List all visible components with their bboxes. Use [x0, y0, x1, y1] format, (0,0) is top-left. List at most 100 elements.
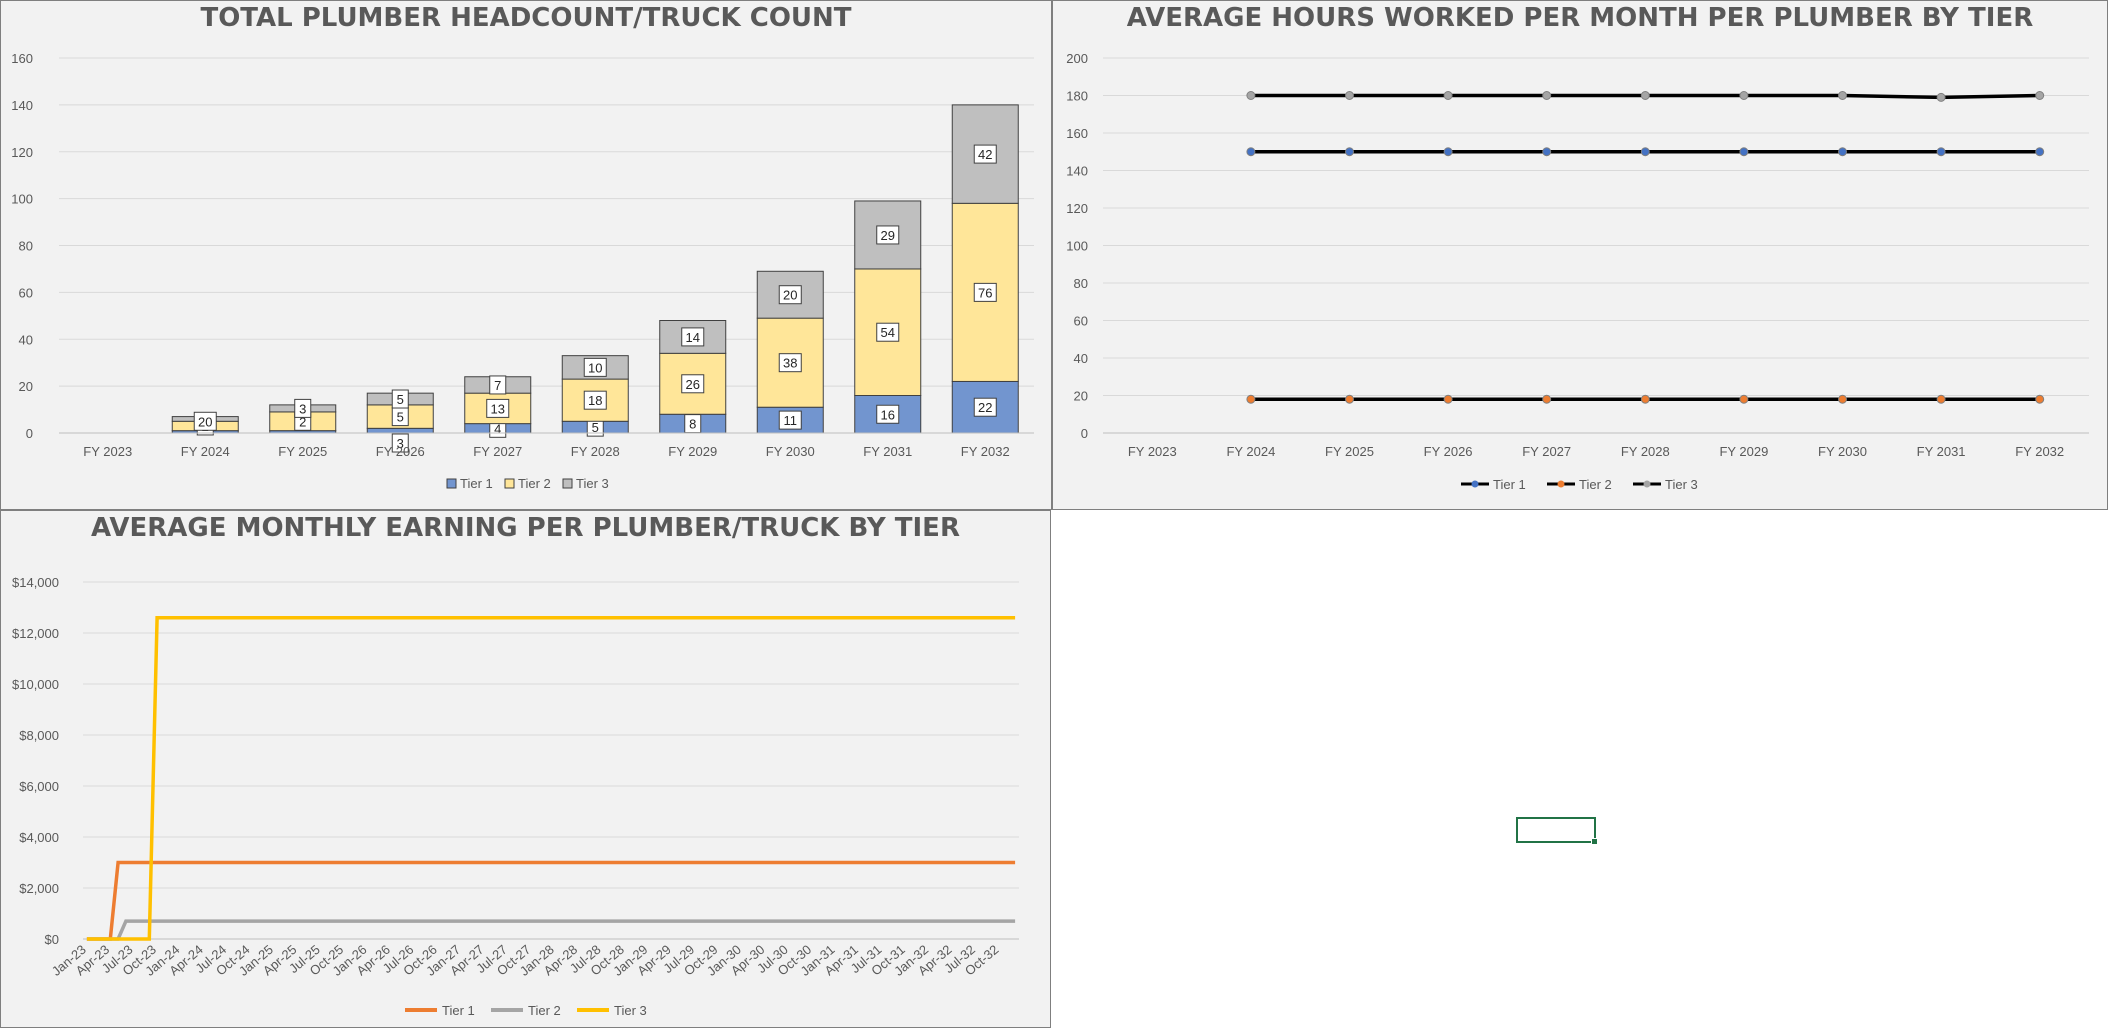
data-label-box	[391, 389, 409, 409]
data-label-box	[193, 411, 217, 431]
data-label-box	[583, 390, 607, 410]
y-tick-label: 140	[11, 98, 33, 113]
data-label-box	[876, 322, 900, 342]
legend-label: Tier 3	[614, 1003, 647, 1018]
data-label-box	[583, 357, 607, 377]
data-point	[1640, 91, 1650, 100]
data-label: 38	[783, 356, 797, 371]
x-tick-label: FY 2027	[1522, 444, 1571, 459]
legend-swatch	[562, 478, 573, 489]
y-tick-label: $10,000	[12, 677, 59, 692]
data-label-box	[778, 410, 802, 430]
x-tick-label: FY 2030	[766, 444, 815, 459]
data-point	[1838, 147, 1847, 157]
data-label: 13	[491, 401, 505, 416]
data-label: 3	[299, 401, 306, 416]
data-label: 10	[588, 360, 602, 375]
x-tick-label: FY 2024	[1226, 444, 1275, 459]
data-point	[2035, 394, 2045, 404]
legend-label: Tier 2	[528, 1003, 561, 1018]
legend-label: Tier 1	[442, 1003, 475, 1018]
y-tick-label: 100	[11, 192, 33, 207]
data-label: 14	[686, 330, 700, 345]
legend-label: Tier 3	[576, 476, 609, 491]
data-point	[1838, 91, 1847, 100]
legend-label: Tier 2	[1579, 477, 1612, 492]
hours-chart[interactable]: AVERAGE HOURS WORKED PER MONTH PER PLUMB…	[1052, 0, 2108, 510]
x-tick-label: FY 2023	[83, 444, 132, 459]
data-point	[1739, 91, 1749, 100]
x-tick-label: FY 2025	[1325, 444, 1374, 459]
y-tick-label: 60	[1074, 314, 1088, 329]
data-label-box	[294, 398, 312, 418]
chart-title: AVERAGE HOURS WORKED PER MONTH PER PLUMB…	[1126, 3, 2034, 33]
x-tick-label: FY 2031	[1917, 444, 1966, 459]
data-point	[1542, 91, 1552, 100]
data-point	[2035, 147, 2045, 157]
data-label: 18	[588, 393, 602, 408]
data-label: 2	[299, 414, 306, 429]
legend-marker	[1643, 480, 1651, 488]
x-tick-label: FY 2029	[668, 444, 717, 459]
data-label: 26	[686, 377, 700, 392]
data-point	[1640, 394, 1650, 404]
y-tick-label: $0	[45, 932, 59, 947]
y-tick-label: $12,000	[12, 626, 59, 641]
x-tick-label: FY 2030	[1818, 444, 1867, 459]
series-line	[86, 860, 1016, 941]
y-tick-label: 100	[1066, 239, 1088, 254]
data-label-box	[973, 144, 997, 164]
data-label: 7	[494, 378, 501, 393]
chart-title: TOTAL PLUMBER HEADCOUNT/TRUCK COUNT	[200, 3, 852, 33]
x-tick-label: FY 2026	[376, 444, 425, 459]
legend-label: Tier 3	[1665, 477, 1698, 492]
data-label: 54	[881, 325, 895, 340]
fill-handle[interactable]	[1591, 838, 1598, 845]
y-tick-label: 120	[11, 145, 33, 160]
data-label: 5	[397, 410, 404, 425]
headcount-chart[interactable]: TOTAL PLUMBER HEADCOUNT/TRUCK COUNT 0 20 4…	[0, 0, 1052, 510]
data-label: 20	[783, 288, 797, 303]
data-point	[2035, 91, 2045, 100]
data-label: 20	[198, 414, 212, 429]
data-point	[1838, 394, 1847, 404]
y-tick-label: 40	[19, 332, 33, 347]
y-tick-label: 160	[11, 51, 33, 66]
data-label-box	[391, 433, 409, 453]
data-point	[1936, 92, 1946, 102]
y-tick-label: $8,000	[19, 728, 59, 743]
data-point	[1345, 147, 1354, 157]
earnings-chart[interactable]: AVERAGE MONTHLY EARNING PER PLUMBER/TRUC…	[0, 510, 1051, 1028]
data-point	[1542, 147, 1552, 157]
bar-segment	[659, 320, 727, 354]
y-tick-label: 0	[26, 426, 33, 441]
data-point	[1542, 394, 1552, 404]
selected-cell[interactable]	[1516, 817, 1598, 845]
data-point	[1739, 394, 1749, 404]
legend-label: Tier 1	[1493, 477, 1526, 492]
x-tick-label: FY 2031	[863, 444, 912, 459]
bar-segment	[366, 427, 434, 434]
data-label: 42	[978, 147, 992, 162]
x-tick-label: FY 2027	[473, 444, 522, 459]
y-tick-label: 60	[19, 285, 33, 300]
data-point	[1246, 394, 1256, 404]
series-line	[86, 919, 1016, 941]
data-label-box	[681, 327, 705, 347]
data-label-box	[778, 353, 802, 373]
data-label: 16	[881, 407, 895, 422]
y-tick-label: $14,000	[12, 575, 59, 590]
data-point	[1640, 147, 1650, 157]
y-tick-label: 140	[1066, 164, 1088, 179]
data-label-box	[876, 404, 900, 424]
y-tick-label: 20	[1074, 389, 1088, 404]
data-label: 11	[784, 413, 798, 428]
y-tick-label: 20	[19, 379, 33, 394]
y-tick-label: 80	[19, 239, 33, 254]
x-tick-label: FY 2032	[2015, 444, 2064, 459]
data-point	[1246, 91, 1256, 100]
legend-label: Tier 1	[460, 476, 493, 491]
data-point	[1345, 91, 1354, 100]
data-label: 76	[978, 285, 992, 300]
